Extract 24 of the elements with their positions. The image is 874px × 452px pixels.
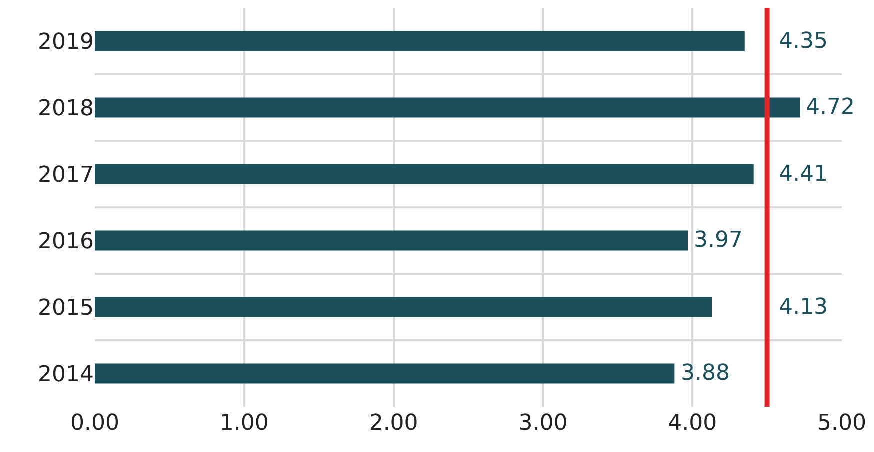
y-tick-label: 2017 — [38, 162, 94, 188]
data-label: 3.97 — [694, 228, 743, 253]
bar — [95, 364, 675, 384]
bar — [95, 98, 800, 118]
x-tick-label: 4.00 — [668, 411, 718, 436]
y-tick-label: 2018 — [38, 96, 94, 122]
data-label: 4.35 — [779, 29, 828, 54]
y-tick-label: 2015 — [38, 296, 94, 321]
data-label: 4.72 — [806, 95, 855, 120]
y-tick-label: 2014 — [38, 362, 94, 388]
x-tick-label: 5.00 — [818, 411, 866, 436]
data-label: 4.41 — [779, 162, 828, 187]
x-tick-label: 0.00 — [70, 411, 120, 436]
x-tick-label: 2.00 — [369, 411, 418, 436]
y-tick-label: 2016 — [38, 229, 94, 254]
data-label: 3.88 — [681, 361, 730, 386]
bar — [95, 164, 754, 184]
x-tick-label: 3.00 — [518, 411, 568, 436]
x-tick-label: 1.00 — [220, 411, 269, 436]
bar — [95, 31, 745, 52]
bar — [95, 230, 688, 251]
data-label: 4.13 — [779, 295, 828, 320]
bar — [95, 297, 712, 318]
y-tick-label: 2019 — [38, 30, 94, 55]
